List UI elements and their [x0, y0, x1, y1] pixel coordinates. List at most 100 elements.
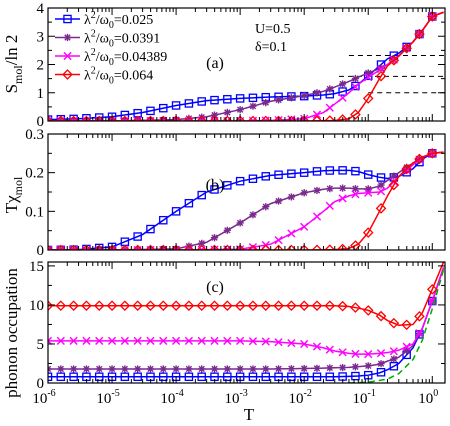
series-line — [348, 269, 445, 383]
data-point — [184, 336, 193, 345]
data-point — [260, 115, 272, 121]
data-point — [94, 243, 104, 250]
data-point — [401, 319, 412, 331]
x-tick-label: 100 — [418, 388, 438, 407]
data-point — [159, 116, 167, 121]
data-point — [362, 93, 374, 104]
y-tick-label: 3 — [37, 29, 45, 45]
legend: λ2/ω0=0.025λ2/ω0=0.0391λ2/ω0=0.04389λ2/ω… — [55, 10, 167, 87]
data-point — [261, 172, 271, 181]
data-point — [249, 102, 257, 110]
data-point — [94, 372, 104, 382]
data-point — [326, 364, 334, 372]
y-tick-label: 4 — [37, 1, 45, 17]
data-point — [350, 302, 361, 313]
panel-b-label: (b) — [206, 177, 225, 194]
y-tick-label: 15 — [29, 259, 44, 275]
data-point — [81, 300, 92, 312]
legend-label: λ2/ω0=0.04389 — [84, 47, 167, 68]
data-point — [223, 108, 231, 117]
data-point — [210, 336, 219, 345]
data-point — [56, 114, 66, 121]
data-point — [95, 336, 104, 345]
data-point — [376, 368, 386, 377]
data-point — [363, 170, 373, 179]
legend-marker — [62, 69, 73, 80]
data-point — [69, 114, 78, 121]
data-point — [362, 305, 374, 316]
data-point — [248, 372, 258, 382]
data-point — [236, 336, 245, 345]
data-point — [146, 365, 155, 373]
data-point — [210, 234, 219, 242]
series-3 — [48, 262, 445, 331]
data-point — [262, 365, 270, 373]
data-point — [223, 181, 232, 190]
data-point — [364, 188, 373, 197]
data-point — [170, 300, 182, 312]
data-point — [260, 300, 272, 312]
data-point — [247, 115, 259, 121]
data-point — [377, 360, 385, 368]
data-point — [300, 91, 308, 100]
data-point — [236, 106, 244, 114]
data-point — [364, 69, 372, 77]
data-point — [311, 300, 323, 312]
data-point — [377, 64, 385, 72]
data-point — [426, 11, 438, 22]
data-point — [196, 115, 208, 121]
data-point — [132, 244, 143, 250]
data-point — [119, 300, 131, 312]
data-point — [325, 345, 334, 354]
data-point — [287, 193, 295, 201]
data-point — [287, 365, 295, 373]
data-point — [157, 300, 169, 312]
panel-b-ylabel: Tχmol — [2, 176, 25, 213]
data-point — [184, 198, 194, 208]
data-point — [171, 101, 181, 110]
data-point — [300, 339, 309, 349]
data-point — [261, 372, 271, 382]
data-point — [223, 365, 231, 373]
data-point — [145, 244, 156, 250]
data-point — [415, 329, 424, 338]
data-point — [133, 372, 142, 382]
data-point — [401, 163, 412, 175]
data-point — [300, 222, 309, 231]
data-point — [48, 336, 53, 345]
data-point — [235, 176, 245, 186]
data-point — [82, 336, 91, 345]
data-point — [69, 336, 78, 345]
data-point — [171, 336, 181, 345]
data-point — [146, 224, 155, 234]
data-point — [198, 239, 206, 247]
data-point — [388, 55, 400, 66]
data-point — [209, 115, 220, 121]
data-point — [287, 94, 295, 102]
data-point — [159, 215, 168, 225]
data-point — [338, 93, 347, 102]
y-tick-label: 0 — [37, 376, 45, 392]
data-point — [287, 229, 296, 238]
data-point — [326, 85, 334, 93]
data-point — [210, 95, 219, 105]
data-point — [248, 174, 258, 183]
data-point — [351, 349, 360, 358]
data-point — [209, 244, 220, 250]
series-line — [48, 267, 445, 370]
data-point — [172, 365, 180, 373]
data-point — [82, 365, 91, 373]
data-point — [132, 300, 143, 312]
data-point — [313, 186, 321, 195]
data-point — [390, 355, 398, 363]
panel-a: 0 1 2 3 4 Smol/ln 2 (a) U=0.5 δ=0.1 λ2/ω0=0.… — [2, 1, 446, 130]
data-point — [133, 232, 142, 241]
data-point — [262, 203, 270, 211]
data-point — [326, 185, 334, 193]
data-point — [223, 95, 232, 104]
data-point — [325, 201, 334, 210]
data-point — [286, 300, 297, 312]
data-point — [184, 372, 194, 382]
data-point — [364, 350, 373, 359]
data-point — [375, 310, 387, 322]
